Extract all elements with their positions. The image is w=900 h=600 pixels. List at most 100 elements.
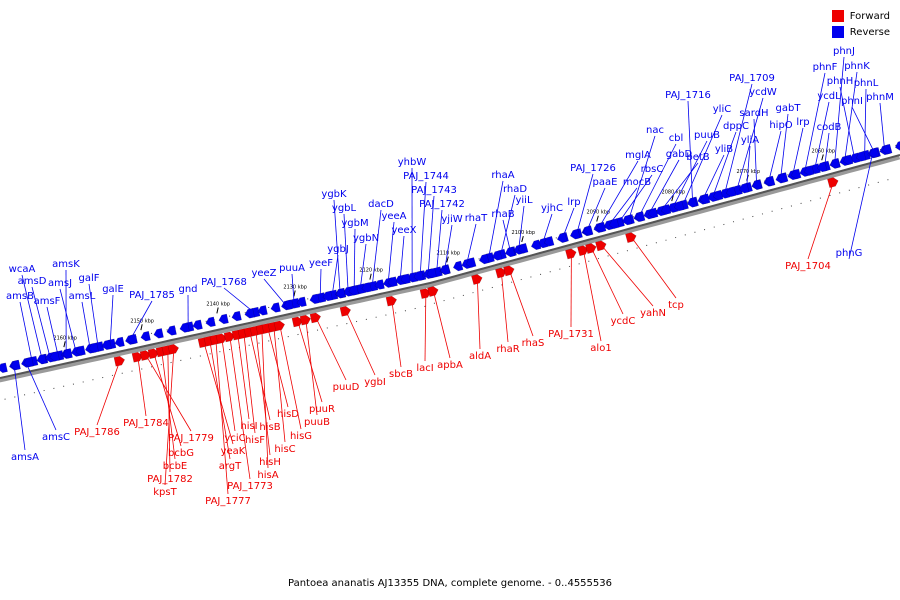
legend-forward-label: Forward: [849, 10, 890, 22]
reverse-gene-label: wcaA: [9, 264, 36, 275]
tick-label: 2120 kbp: [359, 268, 383, 274]
reverse-gene-label: PAJ_1726: [570, 163, 616, 174]
forward-swatch: [831, 10, 844, 22]
reverse-gene-arrow: [387, 276, 398, 287]
reverse-gene-leader: [792, 127, 804, 176]
forward-gene-label: yeaK: [221, 446, 246, 457]
reverse-gene-label: galE: [102, 284, 124, 295]
reverse-gene-label: rhaT: [465, 213, 488, 224]
reverse-gene-label: PAJ_1709: [729, 73, 775, 84]
reverse-gene-label: phnK: [844, 61, 870, 72]
reverse-gene-arrow: [621, 214, 633, 226]
reverse-gene-leader: [444, 224, 453, 271]
forward-gene-leader: [476, 279, 481, 350]
forward-gene-label: hisA: [257, 470, 278, 481]
reverse-gene-label: amsF: [34, 296, 61, 307]
forward-gene-label: ycdC: [611, 316, 636, 327]
reverse-gene-label: PAJ_1742: [419, 199, 465, 210]
forward-gene-leader: [305, 319, 318, 416]
reverse-gene-label: phnJ: [833, 46, 855, 57]
reverse-gene-arrow: [62, 348, 73, 359]
reverse-gene-arrow: [829, 158, 841, 169]
reverse-gene-leader: [753, 118, 758, 186]
forward-gene-leader: [345, 310, 376, 376]
reverse-gene-label: mocB: [623, 177, 651, 188]
tick-mark: [369, 273, 372, 280]
reverse-gene-leader: [466, 223, 477, 265]
forward-gene-arrow: [299, 314, 312, 326]
forward-gene-label: hisB: [259, 422, 280, 433]
tick-mark: [821, 154, 824, 161]
reverse-gene-label: amsL: [69, 291, 96, 302]
reverse-gene-leader: [586, 187, 606, 232]
forward-gene-leader: [273, 326, 286, 443]
reverse-gene-arrow: [504, 246, 516, 258]
reverse-gene-arrow: [153, 328, 164, 339]
forward-gene-leader: [96, 360, 121, 426]
forward-gene-arrow: [131, 351, 144, 363]
reverse-gene-arrow: [868, 147, 880, 158]
forward-gene-arrow: [585, 243, 597, 254]
reverse-gene-label: amsA: [11, 452, 39, 463]
reverse-gene-arrow: [803, 165, 815, 176]
reverse-gene-leader: [371, 209, 382, 287]
forward-gene-leader: [424, 293, 427, 362]
tick-mark: [446, 256, 449, 263]
reverse-gene-arrow: [725, 186, 737, 197]
reverse-gene-arrow: [543, 235, 555, 247]
reverse-gene-leader: [848, 153, 874, 260]
tick-mark: [596, 215, 599, 222]
reverse-gene-arrow: [816, 161, 828, 173]
forward-gene-label: PAJ_1784: [123, 418, 169, 429]
reverse-gene-arrow: [790, 168, 802, 180]
reverse-gene-label: betB: [686, 152, 709, 163]
reverse-gene-leader: [851, 106, 875, 154]
reverse-gene-arrow: [439, 264, 451, 275]
reverse-gene-arrow: [452, 260, 464, 272]
forward-gene-label: hisH: [259, 457, 281, 468]
tick-mark: [216, 307, 219, 314]
reverse-gene-arrow: [205, 316, 216, 328]
forward-gene-label: tcp: [668, 300, 684, 311]
reverse-gene-label: phnM: [866, 92, 894, 103]
forward-gene-label: ygbI: [364, 377, 386, 388]
reverse-gene-arrow: [75, 345, 86, 356]
reverse-gene-leader: [223, 287, 255, 313]
forward-gene-leader: [167, 350, 171, 473]
reverse-gene-arrow: [569, 228, 581, 240]
reverse-gene-label: yeeF: [309, 258, 333, 269]
forward-gene-leader: [631, 236, 677, 299]
reverse-gene-arrow: [0, 362, 8, 373]
reverse-gene-leader: [834, 56, 845, 164]
reverse-gene-leader: [518, 205, 525, 250]
forward-gene-arrow: [385, 295, 398, 307]
tick-label: 2100 kbp: [512, 230, 536, 236]
reverse-gene-arrow: [309, 293, 320, 305]
forward-gene-label: puuB: [304, 417, 330, 428]
forward-gene-leader: [137, 356, 147, 417]
reverse-gene-leader: [353, 228, 356, 291]
reverse-gene-label: phnG: [836, 248, 863, 259]
genome-backbone: [0, 143, 900, 401]
forward-gene-label: alo1: [590, 343, 611, 354]
backbone-shadow: [0, 154, 900, 383]
reverse-gene-leader: [864, 88, 867, 156]
reverse-gene-label: ygbN: [353, 233, 379, 244]
reverse-gene-leader: [387, 221, 395, 283]
reverse-gene-arrow: [595, 221, 607, 233]
reverse-gene-label: phnI: [841, 96, 863, 107]
reverse-gene-arrow: [88, 342, 99, 353]
tick-mark: [63, 341, 66, 348]
forward-gene-arrow: [309, 312, 322, 324]
tick-label: 2080 kbp: [662, 189, 686, 195]
reverse-gene-leader: [436, 209, 443, 273]
reverse-gene-label: PAJ_1768: [201, 277, 247, 288]
forward-gene-label: PAJ_1786: [74, 427, 120, 438]
reverse-gene-label: paaE: [593, 177, 618, 188]
reverse-gene-arrow: [49, 351, 60, 362]
tick-label: 2130 kbp: [283, 284, 307, 290]
forward-guide-dots: [0, 177, 894, 401]
